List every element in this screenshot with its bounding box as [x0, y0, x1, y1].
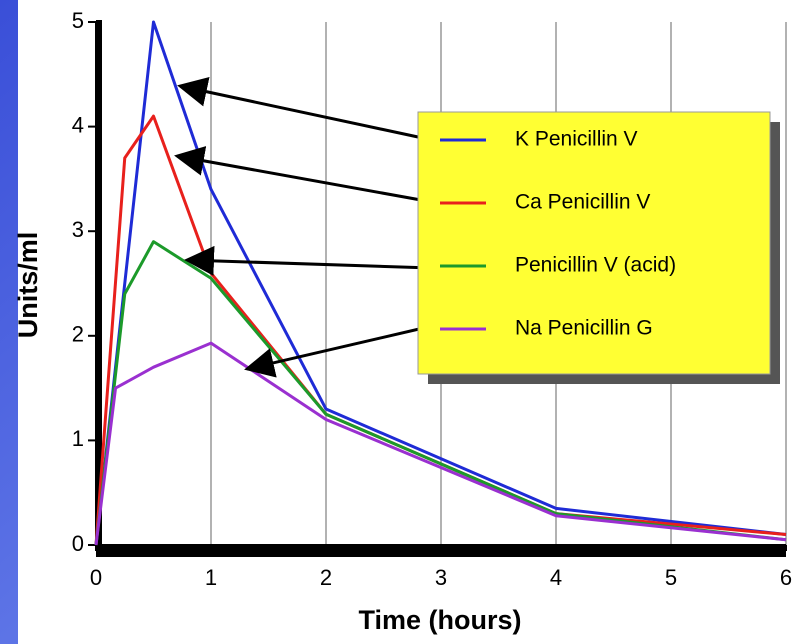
x-tick-label: 4 [550, 565, 562, 590]
y-tick-label: 2 [72, 322, 84, 347]
arrows [174, 76, 433, 378]
arrow [174, 146, 433, 204]
y-tick-label: 5 [72, 8, 84, 33]
y-tick-label: 4 [72, 112, 84, 137]
arrow [177, 76, 433, 142]
x-tick-label: 0 [90, 565, 102, 590]
x-tick-label: 3 [435, 565, 447, 590]
y-axis-label: Units/ml [13, 232, 43, 339]
y-tick-label: 3 [72, 217, 84, 242]
legend-label: Ca Penicillin V [515, 191, 650, 214]
series-line [94, 240, 787, 546]
x-tick-label: 2 [320, 565, 332, 590]
arrow [244, 324, 433, 378]
y-tick-label: 0 [72, 531, 84, 556]
series-line [94, 341, 787, 546]
arrow [184, 245, 433, 276]
legend-label: Penicillin V (acid) [515, 254, 676, 277]
x-tick-label: 6 [780, 565, 792, 590]
legend-label: K Penicillin V [515, 128, 638, 151]
x-tick-label: 1 [205, 565, 217, 590]
legend-label: Na Penicillin G [515, 317, 653, 340]
x-tick-label: 5 [665, 565, 677, 590]
series-line [94, 20, 787, 546]
x-axis-label: Time (hours) [358, 605, 521, 635]
y-tick-label: 1 [72, 426, 84, 451]
axis-shadow [96, 20, 102, 550]
